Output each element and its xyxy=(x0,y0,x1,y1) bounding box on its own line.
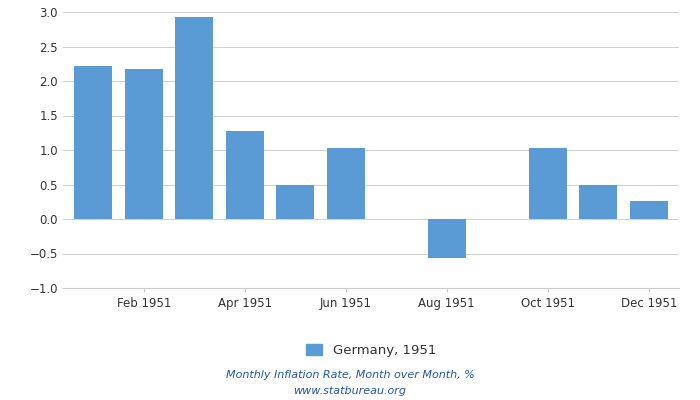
Bar xyxy=(74,66,112,219)
Text: Monthly Inflation Rate, Month over Month, %: Monthly Inflation Rate, Month over Month… xyxy=(225,370,475,380)
Bar xyxy=(630,201,668,219)
Bar xyxy=(175,17,214,219)
Bar xyxy=(428,219,466,258)
Bar xyxy=(528,148,567,219)
Bar xyxy=(226,131,264,219)
Bar xyxy=(327,148,365,219)
Bar xyxy=(580,184,617,219)
Legend: Germany, 1951: Germany, 1951 xyxy=(301,339,441,362)
Bar xyxy=(276,184,314,219)
Bar xyxy=(125,69,162,219)
Text: www.statbureau.org: www.statbureau.org xyxy=(293,386,407,396)
